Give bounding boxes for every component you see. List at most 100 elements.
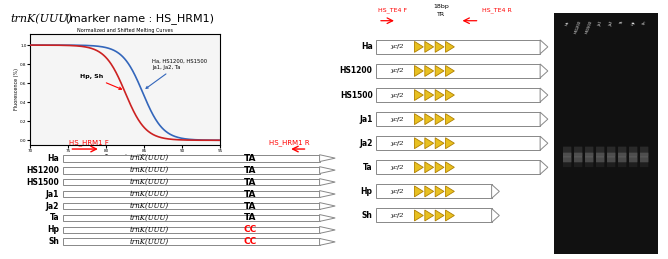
Text: TA: TA: [244, 166, 257, 175]
Text: Ha: Ha: [564, 20, 570, 26]
Title: Normalized and Shifted Melting Curves: Normalized and Shifted Melting Curves: [77, 28, 173, 33]
FancyBboxPatch shape: [376, 136, 540, 150]
FancyBboxPatch shape: [640, 153, 649, 162]
Text: trnK(UUU): trnK(UUU): [130, 154, 169, 162]
Text: TA: TA: [244, 202, 257, 211]
FancyBboxPatch shape: [629, 157, 637, 167]
FancyBboxPatch shape: [618, 157, 627, 167]
Text: Hp: Hp: [631, 20, 636, 26]
Polygon shape: [425, 90, 434, 100]
Text: trnK(UUU): trnK(UUU): [130, 226, 169, 234]
Polygon shape: [540, 40, 548, 54]
Y-axis label: Fluorescence (%): Fluorescence (%): [14, 68, 19, 110]
Polygon shape: [435, 162, 444, 173]
FancyBboxPatch shape: [554, 13, 658, 254]
Polygon shape: [540, 112, 548, 126]
Polygon shape: [446, 186, 454, 197]
Polygon shape: [540, 136, 548, 150]
FancyBboxPatch shape: [585, 157, 593, 167]
Polygon shape: [414, 114, 424, 125]
Text: trnK(UUU): trnK(UUU): [130, 166, 169, 174]
FancyBboxPatch shape: [585, 147, 593, 156]
Polygon shape: [492, 184, 500, 198]
FancyBboxPatch shape: [376, 112, 540, 126]
Text: 18bp: 18bp: [433, 4, 449, 9]
Polygon shape: [435, 114, 444, 125]
FancyBboxPatch shape: [63, 214, 319, 221]
Text: Ha: Ha: [47, 154, 59, 163]
FancyBboxPatch shape: [607, 157, 615, 167]
Text: Ta: Ta: [49, 213, 59, 222]
Text: trnK(UUU): trnK(UUU): [130, 202, 169, 210]
Polygon shape: [492, 208, 500, 222]
FancyBboxPatch shape: [376, 40, 540, 54]
Polygon shape: [414, 41, 424, 52]
Text: TA: TA: [244, 178, 257, 186]
FancyBboxPatch shape: [63, 227, 319, 233]
Polygon shape: [446, 90, 454, 100]
Polygon shape: [446, 138, 454, 149]
Text: HS1200: HS1200: [26, 166, 59, 175]
Polygon shape: [319, 239, 335, 245]
Text: HS_HRM1 R: HS_HRM1 R: [269, 139, 309, 146]
FancyBboxPatch shape: [63, 167, 319, 174]
Polygon shape: [435, 41, 444, 52]
Polygon shape: [425, 210, 434, 221]
Polygon shape: [540, 64, 548, 78]
Polygon shape: [319, 191, 335, 197]
Text: HS1500: HS1500: [340, 91, 373, 99]
Text: Ja1: Ja1: [359, 115, 373, 124]
Text: CC: CC: [243, 238, 257, 246]
Polygon shape: [435, 90, 444, 100]
Text: Ja2: Ja2: [609, 20, 614, 27]
FancyBboxPatch shape: [563, 147, 571, 156]
Text: Ja2: Ja2: [359, 139, 373, 148]
Polygon shape: [435, 210, 444, 221]
Polygon shape: [414, 186, 424, 197]
Text: ycf2: ycf2: [390, 68, 403, 74]
Text: Sh: Sh: [361, 211, 373, 220]
Polygon shape: [425, 162, 434, 173]
FancyBboxPatch shape: [607, 153, 615, 162]
FancyBboxPatch shape: [376, 88, 540, 102]
Text: TR: TR: [437, 12, 445, 17]
Polygon shape: [319, 155, 335, 162]
Text: HS1500: HS1500: [26, 178, 59, 186]
Text: Hp: Hp: [47, 225, 59, 234]
Text: ycf2: ycf2: [390, 213, 403, 218]
Text: HS_TE4 F: HS_TE4 F: [378, 7, 407, 13]
Text: Ja1: Ja1: [597, 20, 603, 27]
Polygon shape: [319, 214, 335, 221]
Polygon shape: [446, 114, 454, 125]
Polygon shape: [425, 138, 434, 149]
Text: HS_HRM1 F: HS_HRM1 F: [69, 139, 110, 146]
FancyBboxPatch shape: [376, 64, 540, 78]
FancyBboxPatch shape: [574, 157, 582, 167]
FancyBboxPatch shape: [596, 153, 605, 162]
Text: HS1200: HS1200: [574, 20, 582, 35]
Text: trnK(UUU): trnK(UUU): [130, 238, 169, 246]
FancyBboxPatch shape: [596, 147, 605, 156]
Polygon shape: [435, 66, 444, 76]
Text: ycf2: ycf2: [390, 165, 403, 170]
Text: TA: TA: [244, 154, 257, 163]
Polygon shape: [425, 114, 434, 125]
FancyBboxPatch shape: [574, 153, 582, 162]
Text: TA: TA: [244, 213, 257, 222]
Text: Hp: Hp: [361, 187, 373, 196]
Polygon shape: [319, 227, 335, 233]
FancyBboxPatch shape: [585, 153, 593, 162]
Text: trnK(UUU): trnK(UUU): [10, 13, 72, 24]
Text: HS1200: HS1200: [340, 67, 373, 75]
Text: (marker name : HS_HRM1): (marker name : HS_HRM1): [61, 13, 214, 24]
FancyBboxPatch shape: [63, 203, 319, 210]
FancyBboxPatch shape: [640, 157, 649, 167]
FancyBboxPatch shape: [629, 153, 637, 162]
Text: Sh: Sh: [48, 238, 59, 246]
Text: trnK(UUU): trnK(UUU): [130, 190, 169, 198]
Polygon shape: [319, 167, 335, 174]
FancyBboxPatch shape: [376, 160, 540, 174]
Polygon shape: [319, 203, 335, 210]
FancyBboxPatch shape: [618, 147, 627, 156]
Text: Sh: Sh: [641, 20, 647, 26]
